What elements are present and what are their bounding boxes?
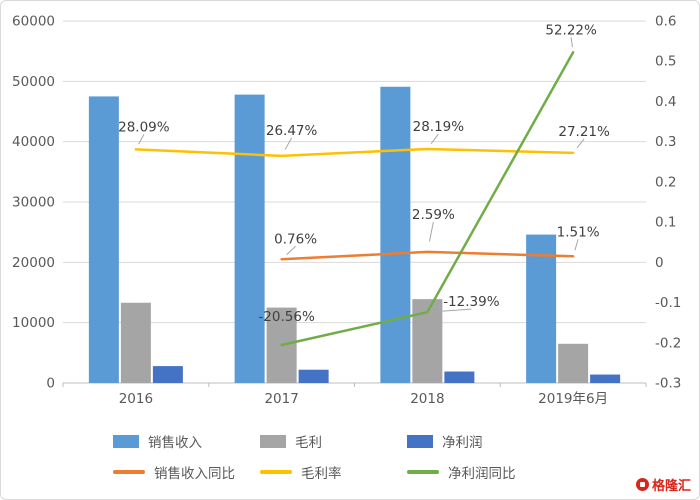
label-leader xyxy=(442,308,472,312)
category-label: 2017 xyxy=(264,391,298,407)
legend-label: 毛利率 xyxy=(301,466,342,482)
legend-item: 销售收入同比 xyxy=(113,462,260,482)
label-leader xyxy=(428,221,434,242)
label-leader xyxy=(574,239,579,251)
data-label: 2.59% xyxy=(412,207,455,223)
line-series xyxy=(280,51,575,347)
right-axis-tick: -0.2 xyxy=(655,335,681,351)
bar xyxy=(120,302,151,383)
legend-item: 毛利 xyxy=(260,431,407,451)
label-leader xyxy=(576,138,585,149)
data-label: 28.09% xyxy=(118,119,170,135)
bar xyxy=(444,371,475,383)
bar xyxy=(152,366,183,383)
bar xyxy=(234,94,265,384)
bar xyxy=(558,343,589,383)
gelonghui-logo-icon xyxy=(635,478,649,491)
legend-row: 销售收入同比 毛利率 净利润同比 xyxy=(113,462,699,482)
legend-line-swatch-icon xyxy=(260,470,292,474)
legend-bar-swatch-icon xyxy=(113,434,139,448)
right-axis-tick: 0 xyxy=(655,255,664,271)
watermark: 格隆汇 xyxy=(635,475,691,494)
bar xyxy=(380,86,411,383)
label-leader xyxy=(430,133,439,144)
legend-item: 毛利率 xyxy=(260,462,407,482)
data-label: 1.51% xyxy=(557,224,600,240)
left-axis-tick: 0 xyxy=(46,376,55,392)
legend-bar-swatch-icon xyxy=(407,434,433,448)
data-label: -20.56% xyxy=(258,309,315,325)
right-axis-tick: -0.1 xyxy=(655,295,681,311)
right-axis-tick: 0.5 xyxy=(655,54,676,70)
legend: 销售收入 毛利 净利润销售收入同比 毛利率 净利润同比 xyxy=(1,431,699,482)
left-axis-tick: 30000 xyxy=(12,195,55,211)
label-leader xyxy=(282,323,288,338)
label-leader xyxy=(286,245,296,256)
left-axis-tick: 50000 xyxy=(12,74,55,90)
right-axis-tick: -0.3 xyxy=(655,376,681,392)
legend-line-swatch-icon xyxy=(113,470,145,474)
bar xyxy=(298,369,329,383)
category-label: 2019年6月 xyxy=(538,391,608,407)
legend-line-swatch-icon xyxy=(407,470,439,474)
category-label: 2018 xyxy=(410,391,444,407)
line-series xyxy=(134,147,575,158)
label-leader xyxy=(284,137,293,150)
legend-label: 净利润 xyxy=(442,435,483,451)
bar xyxy=(526,234,557,383)
data-label: 52.22% xyxy=(545,22,597,38)
line-series xyxy=(280,250,575,261)
left-axis-tick: 20000 xyxy=(12,255,55,271)
left-axis-tick: 40000 xyxy=(12,134,55,150)
legend-row: 销售收入 毛利 净利润 xyxy=(113,431,699,451)
legend-label: 净利润同比 xyxy=(448,466,516,482)
right-axis-tick: 0.1 xyxy=(655,215,676,231)
data-label: 27.21% xyxy=(558,124,610,140)
legend-item: 净利润同比 xyxy=(407,462,554,482)
right-axis-tick: 0.4 xyxy=(655,94,676,110)
legend-label: 销售收入 xyxy=(148,435,202,451)
data-label: 28.19% xyxy=(413,119,465,135)
left-axis-tick: 10000 xyxy=(12,315,55,331)
legend-label: 毛利 xyxy=(295,435,322,451)
right-axis-tick: 0.2 xyxy=(655,174,676,190)
legend-bar-swatch-icon xyxy=(260,434,286,448)
left-axis-tick: 60000 xyxy=(12,14,55,30)
watermark-text: 格隆汇 xyxy=(651,479,691,494)
legend-item: 净利润 xyxy=(407,431,554,451)
bar xyxy=(590,374,621,383)
legend-label: 销售收入同比 xyxy=(154,466,235,482)
label-leader xyxy=(570,37,573,48)
right-axis-tick: 0.6 xyxy=(655,14,676,30)
data-label: -12.39% xyxy=(443,294,500,310)
data-label: 26.47% xyxy=(266,123,318,139)
bar xyxy=(88,96,119,384)
chart-svg: 0 10000 20000 30000 40000 50000 60000 -0.3 -0.2 -… xyxy=(12,14,681,408)
category-label: 2016 xyxy=(119,391,153,407)
legend-item: 销售收入 xyxy=(113,431,260,451)
data-label: 0.76% xyxy=(274,231,317,247)
right-axis-tick: 0.3 xyxy=(655,134,676,150)
label-leader xyxy=(138,134,145,145)
